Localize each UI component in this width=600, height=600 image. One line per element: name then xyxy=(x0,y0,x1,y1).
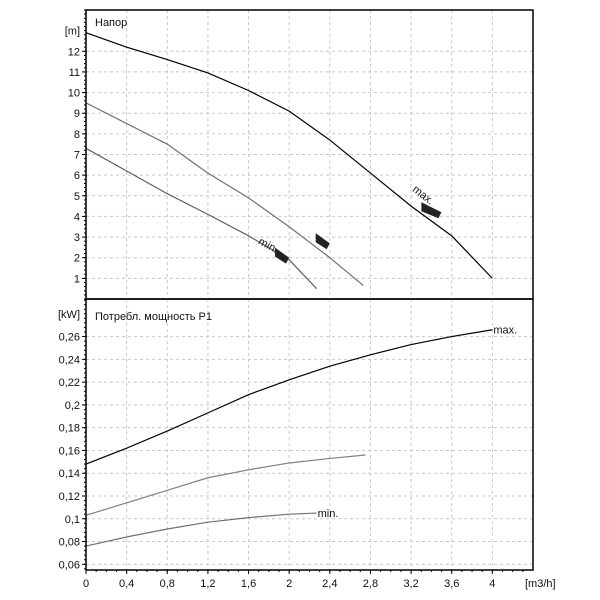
y-tick-label: 0,14 xyxy=(59,468,80,480)
y-tick-label: 0,22 xyxy=(59,377,80,389)
y-tick-label: 9 xyxy=(74,108,80,120)
series-line-mid xyxy=(85,102,364,287)
x-tick-label: 0 xyxy=(83,578,89,590)
operating-point-marker xyxy=(315,233,330,250)
y-tick-label: 0,24 xyxy=(59,354,80,366)
y-tick-label: 0,1 xyxy=(65,514,80,526)
y-tick-label: 3 xyxy=(74,232,80,244)
x-tick-label: 2,4 xyxy=(322,578,337,590)
y-tick-label: 1 xyxy=(74,273,80,285)
y-tick-label: 0,12 xyxy=(59,491,80,503)
x-tick-label: 2 xyxy=(286,578,292,590)
chart-title: Напор xyxy=(95,17,127,29)
y-tick-label: 11 xyxy=(69,67,80,79)
y-tick-label: 7 xyxy=(74,150,80,162)
y-tick-label: 0,2 xyxy=(65,400,80,412)
series-label-min: min. xyxy=(318,508,339,520)
y-tick-label: 4 xyxy=(74,211,80,223)
y-tick-label: 6 xyxy=(74,170,80,182)
y-tick-label: 5 xyxy=(74,191,80,203)
y-tick-label: 2 xyxy=(74,253,80,265)
y-tick-label: 0,26 xyxy=(59,332,80,344)
y-tick-label: 0,18 xyxy=(59,423,80,435)
plot-frame xyxy=(85,298,534,571)
x-tick-label: 0,8 xyxy=(160,578,175,590)
series-line-max xyxy=(85,329,493,465)
x-tick-label: 1,6 xyxy=(241,578,256,590)
series-line-min xyxy=(85,147,318,290)
y-tick-label: 0,08 xyxy=(59,537,80,549)
operating-point-marker xyxy=(421,202,442,219)
y-tick-label: 0,16 xyxy=(59,445,80,457)
y-tick-label: 8 xyxy=(74,129,80,141)
x-tick-label: 2,8 xyxy=(363,578,378,590)
series-line-max xyxy=(85,32,493,279)
x-tick-label: 1,2 xyxy=(200,578,215,590)
series-label-max: max. xyxy=(493,325,517,337)
operating-point-marker xyxy=(275,247,290,264)
y-axis-label: [m] xyxy=(65,26,80,38)
x-tick-label: 0,4 xyxy=(119,578,134,590)
x-axis-label: [m3/h] xyxy=(525,578,556,590)
series-line-mid xyxy=(85,454,366,516)
y-tick-label: 0,06 xyxy=(59,559,80,571)
y-axis-label: [kW] xyxy=(58,309,80,321)
x-tick-label: 3,6 xyxy=(444,578,459,590)
chart-title: Потребл. мощность P1 xyxy=(95,311,212,323)
series-line-min xyxy=(85,512,317,547)
x-tick-label: 4 xyxy=(489,578,495,590)
y-tick-label: 12 xyxy=(68,46,80,58)
x-tick-label: 3,2 xyxy=(403,578,418,590)
y-tick-label: 10 xyxy=(68,88,80,100)
